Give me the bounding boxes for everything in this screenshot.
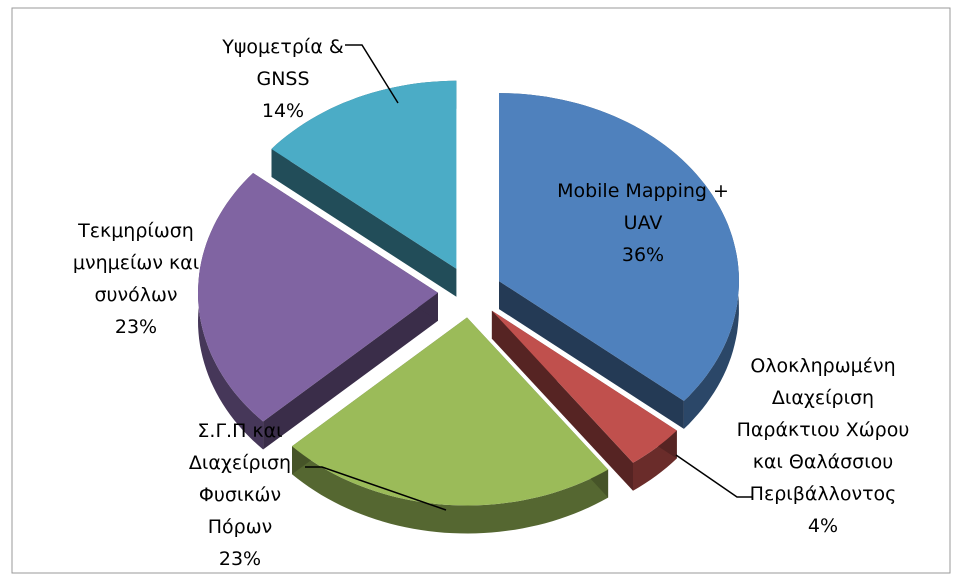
slice-side [263, 292, 438, 450]
category-label: Υψομετρία & GNSS [222, 36, 344, 90]
slice-label: Mobile Mapping + UAV 36% [556, 175, 731, 271]
slice-label: Ολοκληρωμένη Διαχείριση Παράκτιου Χώρου … [731, 350, 916, 542]
slice-label: Σ.Γ.Π και Διαχείριση Φυσικών Πόρων 23% [165, 415, 315, 575]
slice-side [499, 281, 684, 429]
slice-side [271, 149, 457, 297]
value-label: 36% [621, 244, 665, 266]
slice-label: Υψομετρία & GNSS 14% [208, 31, 358, 127]
category-label: Τεκμηρίωση μνημείων και συνόλων [72, 220, 200, 306]
category-label: Ολοκληρωμένη Διαχείριση Παράκτιου Χώρου … [736, 355, 910, 505]
slice [198, 173, 438, 422]
slice-side [292, 446, 609, 534]
category-label: Σ.Γ.Π και Διαχείριση Φυσικών Πόρων [188, 420, 292, 538]
slice [271, 80, 457, 269]
slice [499, 93, 739, 401]
leader-line [305, 466, 447, 511]
value-label: 23% [114, 316, 158, 338]
value-label: 4% [807, 515, 839, 537]
leader-line [345, 44, 399, 104]
slice [491, 310, 677, 463]
value-label: 23% [218, 548, 262, 570]
slice [292, 317, 609, 506]
category-label: Mobile Mapping + UAV [557, 180, 729, 234]
leader-line [675, 454, 753, 498]
slice-side [491, 310, 633, 491]
slice-label: Τεκμηρίωση μνημείων και συνόλων 23% [49, 215, 224, 343]
value-label: 14% [261, 100, 305, 122]
